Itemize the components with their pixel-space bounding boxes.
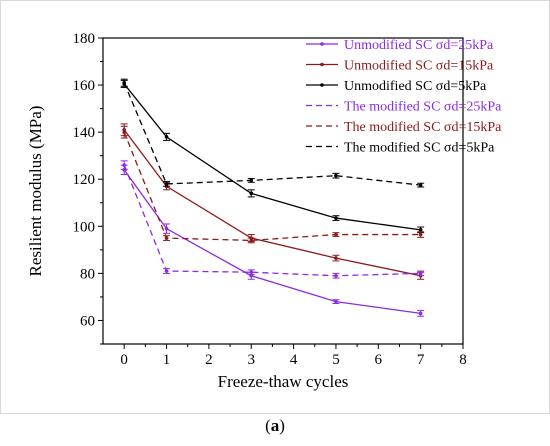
series-line-0 <box>123 169 421 315</box>
data-point-1-3 <box>334 256 338 260</box>
legend-label-4: The modified SC σd=15kPa <box>344 120 502 135</box>
y-tick-label-4: 140 <box>73 125 96 141</box>
data-point-5-2 <box>249 178 254 183</box>
data-point-0-3 <box>334 299 338 304</box>
data-point-0-1 <box>164 226 169 231</box>
data-point-2-4 <box>418 228 423 232</box>
data-point-4-4 <box>418 232 423 237</box>
legend-label-0: Unmodified SC σd=25kPa <box>344 38 494 53</box>
data-point-2-1 <box>164 135 169 139</box>
x-tick-label-4: 4 <box>290 352 298 368</box>
line-chart: 0 1 2 3 4 5 6 7 8 60 80 100 120 140 160 180 Freeze-thaw … <box>26 31 502 391</box>
data-point-3-3 <box>334 273 338 278</box>
legend-marker-1 <box>320 62 324 67</box>
data-point-3-4 <box>418 271 423 276</box>
x-tick-label-3: 3 <box>247 352 255 368</box>
x-tick-label-2: 2 <box>205 352 213 368</box>
data-point-4-3 <box>334 232 338 237</box>
x-tick-label-0: 0 <box>120 352 128 368</box>
series-0 <box>120 164 425 317</box>
data-point-3-0 <box>122 163 126 167</box>
caption-open: ( <box>265 416 271 435</box>
legend-label-2: Unmodified SC σd=5kPa <box>344 79 487 94</box>
legend-label-3: The modified SC σd=25kPa <box>344 100 502 115</box>
y-tick-label-2: 100 <box>73 219 96 235</box>
legend-label-1: Unmodified SC σd=15kPa <box>344 59 494 74</box>
x-tick-label-5: 5 <box>332 352 340 368</box>
legend-marker-2 <box>320 83 324 87</box>
data-point-3-1 <box>164 269 169 273</box>
data-point-0-4 <box>418 311 423 316</box>
series-5 <box>120 78 425 188</box>
data-point-2-3 <box>334 216 338 220</box>
series-line-4 <box>123 131 421 242</box>
figure-caption: (a) <box>0 416 550 436</box>
y-tick-label-1: 80 <box>80 266 95 282</box>
y-tick-label-6: 180 <box>73 31 96 47</box>
y-tick-label-3: 120 <box>73 172 96 188</box>
caption-label: a <box>270 416 280 435</box>
x-tick-label-8: 8 <box>459 352 467 368</box>
x-tick-label-1: 1 <box>163 352 171 368</box>
series-3 <box>120 160 425 279</box>
data-point-2-2 <box>249 191 254 196</box>
figure-frame: 0 1 2 3 4 5 6 7 8 60 80 100 120 140 160 180 Freeze-thaw … <box>0 0 550 414</box>
x-tick-label-7: 7 <box>417 352 425 368</box>
data-point-4-0 <box>122 130 126 134</box>
data-point-5-0 <box>122 80 126 85</box>
y-tick-label-5: 160 <box>73 78 96 94</box>
y-axis-label: Resilient modulus (MPa) <box>26 106 45 277</box>
data-point-4-1 <box>164 236 169 240</box>
x-tick-label-6: 6 <box>375 352 383 368</box>
y-tick-label-0: 60 <box>80 313 95 329</box>
legend-label-5: The modified SC σd=5kPa <box>344 141 495 156</box>
caption-close: ) <box>279 416 285 435</box>
series-4 <box>120 125 425 244</box>
data-point-3-2 <box>249 270 254 275</box>
data-point-5-3 <box>334 173 338 178</box>
x-axis-label: Freeze-thaw cycles <box>218 372 349 391</box>
plot-frame <box>102 37 464 345</box>
legend-marker-0 <box>320 42 324 46</box>
data-point-5-1 <box>164 182 169 186</box>
data-point-5-4 <box>418 183 423 187</box>
data-point-4-2 <box>249 238 254 243</box>
series-line-3 <box>123 164 421 277</box>
